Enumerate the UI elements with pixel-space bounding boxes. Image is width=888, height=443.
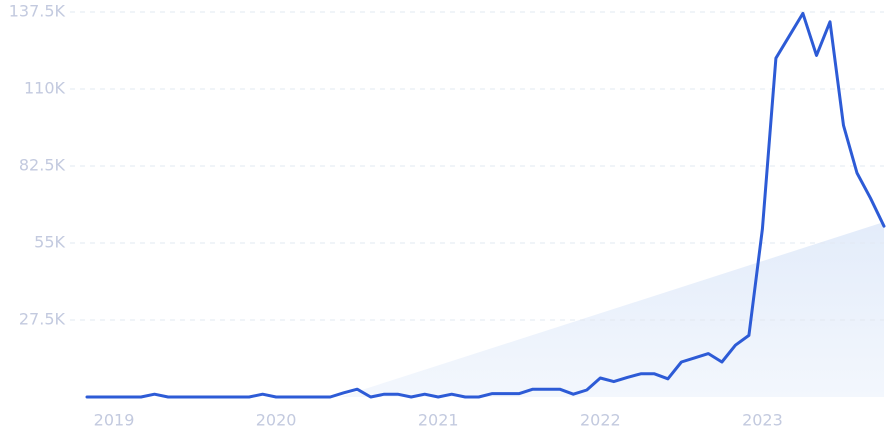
line-series (85, 11, 886, 399)
x-tick-label: 2020 (256, 411, 297, 430)
x-tick-label: 2023 (742, 411, 783, 430)
y-tick-label: 110K (24, 79, 66, 98)
x-tick-label: 2021 (418, 411, 459, 430)
x-tick-label: 2019 (94, 411, 135, 430)
y-tick-label: 55K (34, 233, 65, 252)
trend-area (340, 222, 884, 397)
y-tick-label: 137.5K (9, 2, 66, 21)
y-tick-label: 82.5K (19, 156, 66, 175)
x-tick-label: 2022 (580, 411, 621, 430)
y-tick-label: 27.5K (19, 310, 66, 329)
